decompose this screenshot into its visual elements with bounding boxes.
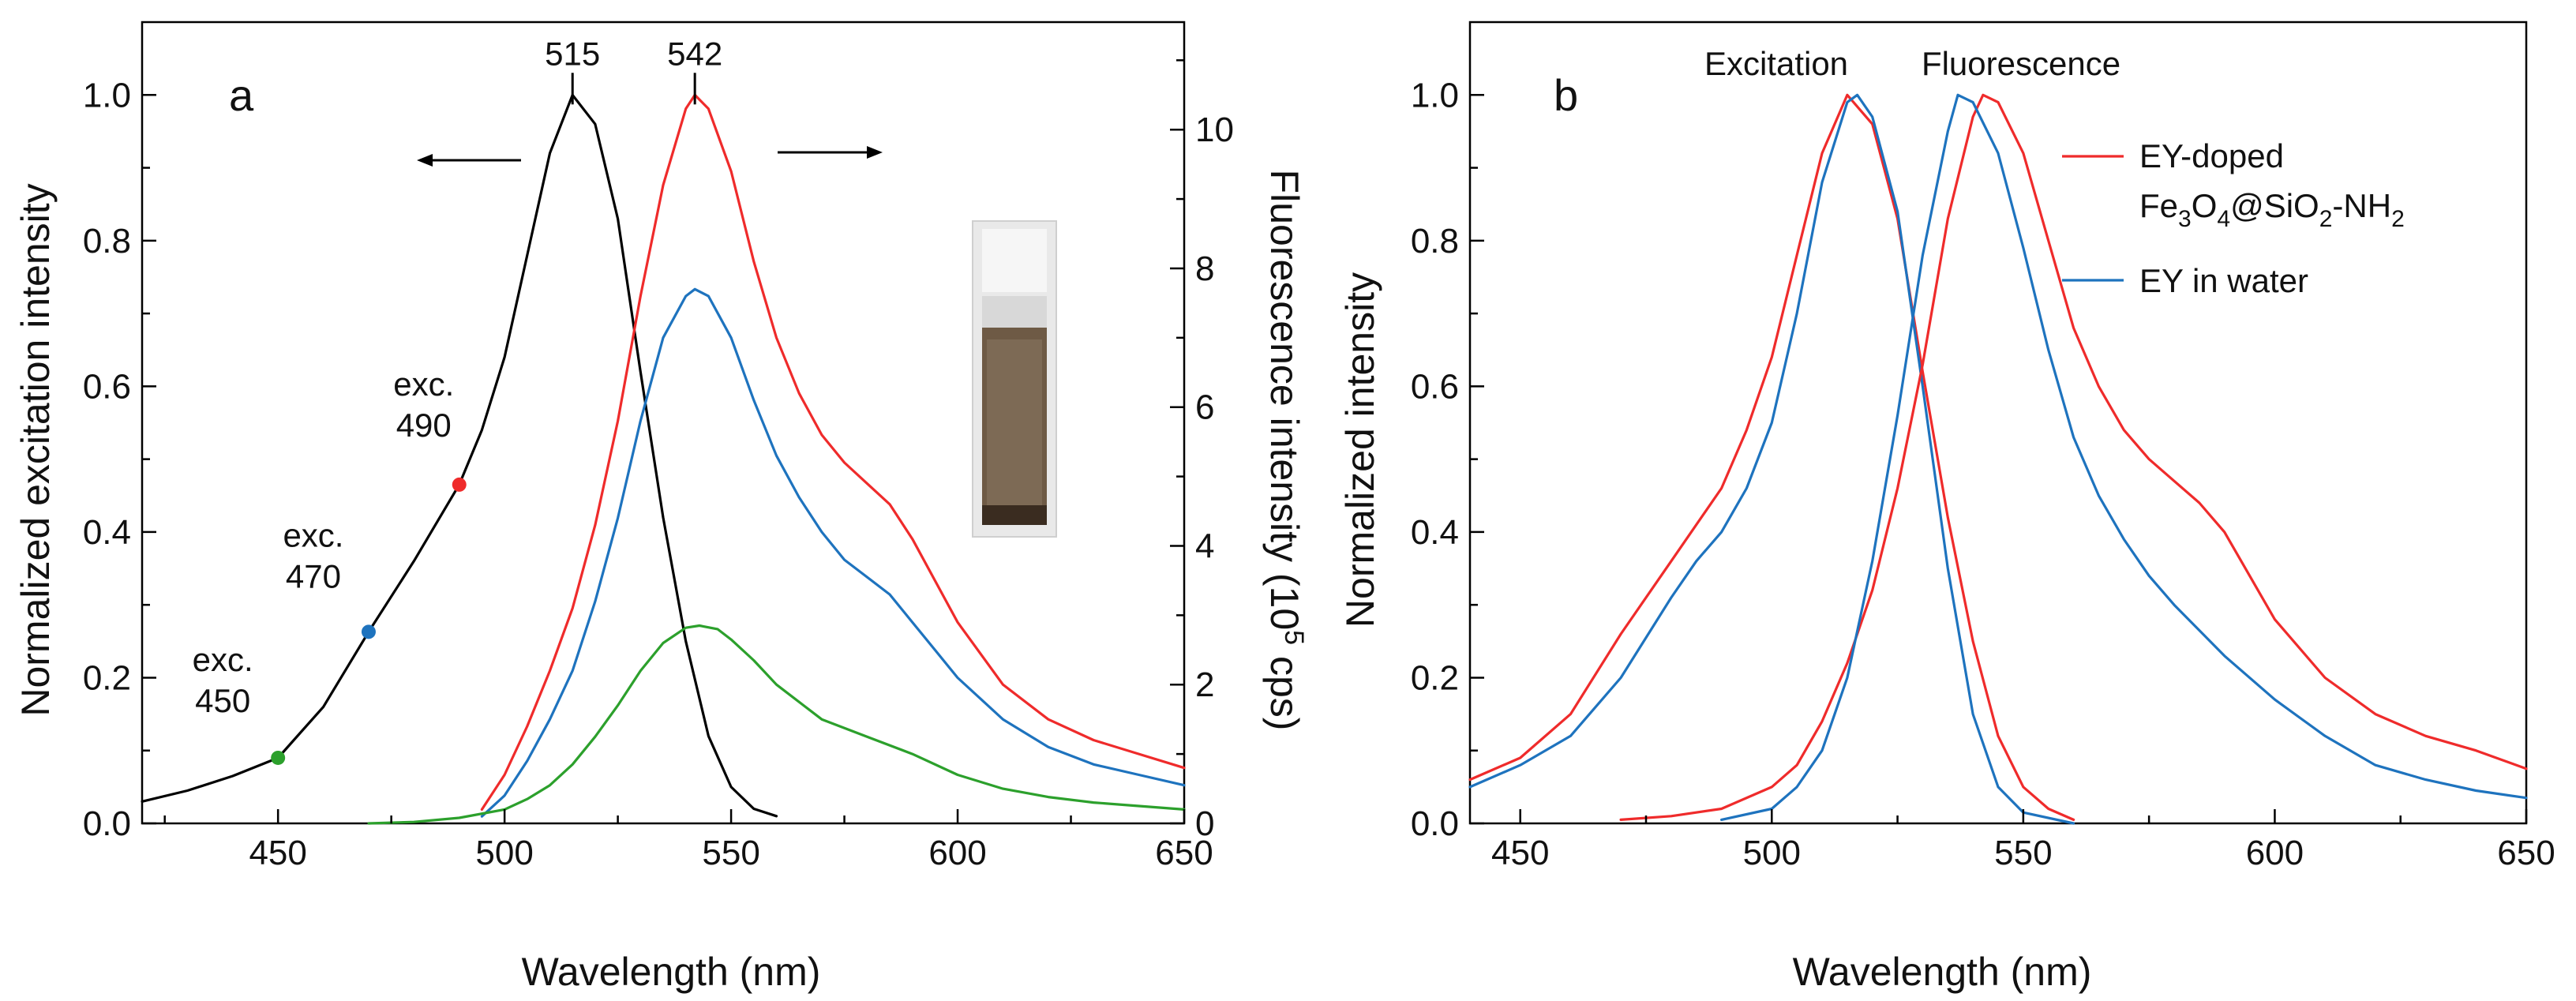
panel-a-annotations: 515 542 exc. 490 exc. 470 exc. 450: [193, 35, 722, 765]
panel-b-letter: b: [1554, 70, 1578, 120]
panel-a-x-tick-label: 650: [1155, 834, 1213, 872]
fluorescence-header: Fluorescence: [1922, 45, 2120, 82]
right-axis-arrow: [778, 146, 883, 159]
panel-b: 450 500 550 600 650 0.0 0.2 0.4 0.6 0.8 1.0 b Exci…: [1338, 21, 2555, 994]
panel-a-right-y-tick-label: 10: [1195, 111, 1234, 149]
panel-b-curves: [1468, 93, 2528, 825]
panel-a-frame: [141, 21, 1186, 825]
panel-b-x-tick-label: 600: [2246, 834, 2304, 872]
formula-text: Fe: [2139, 187, 2178, 224]
panel-b-series-3: [1720, 93, 2528, 821]
panel-b-series-0: [1468, 93, 2075, 821]
panel-b-x-tick-label: 550: [1994, 834, 2052, 872]
panel-b-ticks: 450 500 550 600 650 0.0 0.2 0.4 0.6 0.8 1.0: [1411, 76, 2555, 872]
peak-label-542: 542: [667, 35, 722, 72]
panel-a-right-y-tick-label: 6: [1195, 388, 1214, 427]
panel-a-left-y-tick-label: 0.2: [83, 658, 131, 697]
panel-a-left-y-axis-label: Normalized excitation intensity: [13, 183, 58, 716]
panel-a-left-y-tick-label: 0.4: [83, 513, 131, 552]
panel-b-x-tick-label: 450: [1491, 834, 1549, 872]
excitation-point-490: [452, 477, 467, 492]
panel-a-ticks: 450 500 550 600 650 0.0 0.2 0.4 0.6 0.8 1.0 0 2 4 6 8 10: [83, 59, 1234, 872]
panel-a-left-y-tick-label: 0.6: [83, 367, 131, 406]
panel-a-series-2: [480, 287, 1186, 818]
excitation-point-wavelength: 450: [195, 682, 250, 719]
panel-a: 450 500 550 600 650 0.0 0.2 0.4 0.6 0.8 1.0 0 2 4 6 8 10…: [13, 21, 1309, 994]
panel-b-x-tick-label: 500: [1743, 834, 1801, 872]
right-ylabel-prefix: Fluorescence intensity (10: [1262, 170, 1307, 631]
excitation-point-450: [271, 750, 286, 765]
panel-a-x-tick-label: 500: [475, 834, 533, 872]
excitation-point-wavelength: 490: [396, 407, 452, 444]
panel-a-letter: a: [229, 70, 254, 120]
panel-a-x-tick-label: 550: [702, 834, 759, 872]
panel-b-x-axis-label: Wavelength (nm): [1793, 950, 2092, 994]
panel-a-x-tick-label: 600: [928, 834, 986, 872]
legend-label-ey-water: EY in water: [2139, 262, 2308, 299]
panel-a-series-0: [141, 93, 778, 818]
panel-a-left-y-tick-label: 1.0: [83, 76, 131, 114]
panel-a-left-y-tick-label: 0.0: [83, 804, 131, 843]
peak-label-515: 515: [545, 35, 600, 72]
panel-b-y-tick-label: 0.0: [1411, 804, 1459, 843]
excitation-point-470: [361, 624, 376, 639]
right-ylabel-suffix: cps): [1262, 645, 1307, 730]
panel-b-legend: EY-doped Fe3O4@SiO2-NH2 EY in water: [2062, 137, 2405, 299]
formula-text: O: [2192, 187, 2218, 224]
panel-a-right-y-tick-label: 4: [1195, 527, 1214, 565]
panel-b-y-tick-label: 0.4: [1411, 513, 1459, 552]
panel-b-frame: [1468, 21, 2528, 825]
panel-b-series-1: [1468, 93, 2075, 825]
panel-a-curves: [141, 93, 1186, 825]
panel-b-y-tick-label: 0.6: [1411, 367, 1459, 406]
panel-b-plot-area: [1468, 21, 2528, 825]
panel-a-right-y-tick-label: 0: [1195, 804, 1214, 843]
panel-a-x-tick-label: 450: [249, 834, 306, 872]
formula-text: @SiO: [2230, 187, 2319, 224]
panel-a-right-y-axis-label: Fluorescence intensity (105 cps): [1262, 170, 1309, 731]
panel-a-x-axis-label: Wavelength (nm): [522, 950, 821, 994]
excitation-point-label: exc.: [393, 366, 454, 403]
formula-subscript: 2: [2319, 206, 2333, 232]
left-axis-arrow: [417, 154, 521, 167]
excitation-point-label: exc.: [193, 641, 253, 678]
formula-subscript: 3: [2178, 206, 2192, 232]
panel-a-right-y-tick-label: 8: [1195, 249, 1214, 288]
panel-b-series-2: [1619, 93, 2528, 821]
panel-b-x-tick-label: 650: [2497, 834, 2555, 872]
panel-a-plot-area: [141, 21, 1186, 825]
excitation-point-label: exc.: [283, 516, 343, 553]
legend-label-formula: Fe3O4@SiO2-NH2: [2139, 187, 2405, 232]
legend-label-ey-doped: EY-doped: [2139, 137, 2284, 174]
panel-a-series-3: [367, 624, 1186, 825]
panel-b-y-tick-label: 0.2: [1411, 658, 1459, 697]
panel-a-series-1: [480, 93, 1186, 811]
cuvette-photo: [972, 220, 1057, 538]
excitation-point-wavelength: 470: [286, 557, 341, 594]
formula-text: -NH: [2332, 187, 2391, 224]
panel-a-right-y-tick-label: 2: [1195, 665, 1214, 704]
panel-b-y-tick-label: 1.0: [1411, 76, 1459, 114]
formula-subscript: 4: [2217, 206, 2230, 232]
excitation-header: Excitation: [1704, 45, 1848, 82]
panel-a-left-y-tick-label: 0.8: [83, 222, 131, 261]
right-ylabel-superscript: 5: [1279, 630, 1309, 645]
panel-b-y-axis-label: Normalized intensity: [1338, 272, 1382, 628]
panel-b-y-tick-label: 0.8: [1411, 222, 1459, 261]
formula-subscript: 2: [2391, 206, 2405, 232]
